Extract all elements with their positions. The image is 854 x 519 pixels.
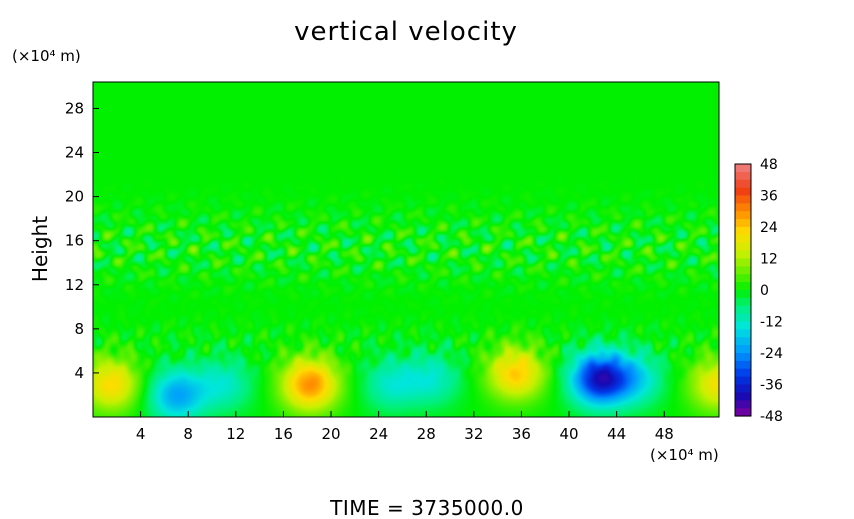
colorbar-band [735,234,751,244]
colorbar-frame [734,163,752,417]
colorbar-band [735,360,751,370]
x-tick-label: 40 [559,425,578,443]
colorbar-band [735,274,751,283]
y-axis-label: Height [28,216,52,282]
colorbar-band [735,179,751,189]
x-tick-label: 4 [136,425,146,443]
colorbar-tick-label: 0 [760,283,769,299]
colorbar-band [735,400,751,409]
y-tick-label: 16 [65,232,84,250]
heatmap-field-wrap [93,82,719,417]
colorbar-band [735,250,751,260]
x-tick-label: 20 [321,425,340,443]
x-tick-label: 32 [464,425,483,443]
x-tick-label: 48 [655,425,674,443]
colorbar-band [735,297,751,307]
colorbar-band [735,305,751,315]
colorbar-tick-label: 48 [760,157,778,173]
colorbar-band [735,266,751,275]
colorbar-band [735,227,751,236]
colorbar-band [735,408,751,417]
x-tick-label: 36 [512,425,531,443]
colorbar-tick-label: -12 [760,315,783,331]
colorbar-band [735,164,751,173]
colorbar-band [735,345,751,354]
y-axis-ticks: 4 8 12 16 20 24 28 [65,99,99,382]
colorbar-tick-label: -24 [760,346,783,362]
x-tick-label: 24 [369,425,388,443]
colorbar-band [735,313,751,323]
colorbar-band [735,211,751,220]
y-tick-label: 8 [74,320,84,338]
x-tick-label: 8 [183,425,193,443]
colorbar-band [735,368,751,378]
colorbar-band [735,258,751,267]
plot-frame [92,81,720,418]
colorbar-band [735,171,751,181]
colorbar-band [735,219,751,228]
colorbar-tick-label: 24 [760,220,778,236]
colorbar-band [735,353,751,362]
colorbar-band [735,187,751,197]
y-tick-label: 12 [65,276,84,294]
x-tick-label: 16 [274,425,293,443]
colorbar-band [735,321,751,330]
colorbar-band [735,392,751,401]
colorbar-tick-label: -36 [760,378,783,394]
y-unit-label: (×10⁴ m) [12,47,81,65]
colorbar-band [735,376,751,386]
colorbar-band [735,337,751,346]
x-tick-label: 44 [607,425,626,443]
chart-title: vertical velocity [294,17,518,47]
x-tick-label: 28 [417,425,436,443]
colorbar-band [735,282,751,291]
colorbar-band [735,329,751,338]
time-footer: TIME = 3735000.0 [329,496,524,519]
colorbar-band [735,384,751,393]
colorbar: 48 36 24 12 0 -12 -24 -36 -48 [734,157,783,425]
x-axis-ticks: 4 8 12 16 20 24 28 32 36 40 44 48 [136,411,674,443]
colorbar-tick-label: 12 [760,252,778,268]
x-tick-label: 12 [226,425,245,443]
colorbar-band [735,203,751,212]
colorbar-band [735,195,751,204]
colorbar-tick-label: -48 [760,409,783,425]
y-tick-label: 28 [65,99,84,117]
colorbar-ticks: 48 36 24 12 0 -12 -24 -36 -48 [760,157,783,425]
x-unit-label: (×10⁴ m) [650,446,719,464]
y-tick-label: 24 [65,144,84,162]
colorbar-band [735,242,751,252]
colorbar-tick-label: 36 [760,189,778,205]
y-tick-label: 20 [65,188,84,206]
colorbar-bands [735,164,751,417]
heatmap-field [93,82,719,417]
y-tick-label: 4 [74,364,84,382]
colorbar-band [735,290,751,299]
